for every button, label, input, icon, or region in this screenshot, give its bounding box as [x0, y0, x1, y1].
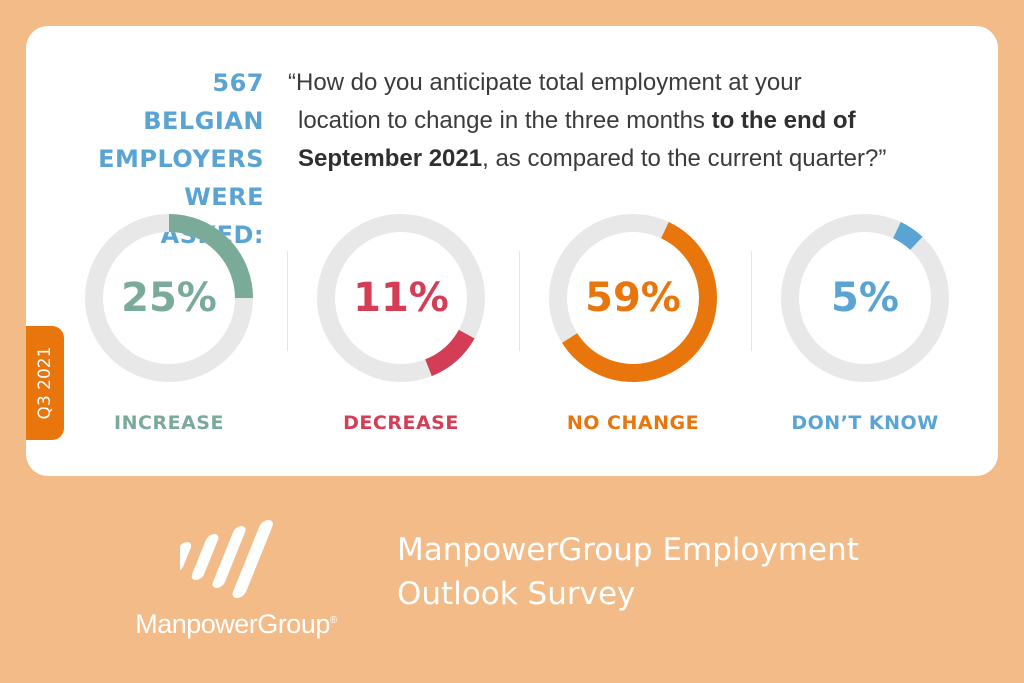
survey-card: 567 BELGIAN EMPLOYERS WERE ASKED: “How d…	[26, 26, 998, 476]
donut-track	[781, 214, 949, 382]
decrease-label: DECREASE	[343, 412, 459, 434]
asked-line-2: EMPLOYERS	[98, 145, 264, 173]
survey-title-line-2: Outlook Survey	[397, 576, 636, 612]
no-change-label: NO CHANGE	[566, 412, 700, 434]
question-line-1: “How do you anticipate total employment …	[288, 69, 802, 96]
quarter-tag: Q3 2021	[26, 326, 64, 440]
asked-line-1: 567 BELGIAN	[143, 69, 264, 135]
decrease-value: 11%	[353, 275, 449, 321]
donut-segment-increase	[85, 214, 253, 382]
manpowergroup-logo-icon	[180, 520, 273, 598]
increase-value: 25%	[121, 275, 217, 321]
survey-title: ManpowerGroup Employment Outlook Survey	[397, 528, 997, 616]
divider	[519, 251, 520, 351]
donut-segment-no-change	[549, 214, 717, 382]
question-line-3: September 2021, as compared to the curre…	[298, 145, 887, 172]
survey-title-line-1: ManpowerGroup Employment	[397, 532, 859, 568]
quarter-tag-label: Q3 2021	[35, 346, 55, 420]
donut-track	[317, 214, 485, 382]
donut-decrease: 11%	[316, 213, 486, 383]
divider	[751, 251, 752, 351]
donut-increase: 25%	[84, 213, 254, 383]
dont-know-value: 5%	[831, 275, 899, 321]
no-change-value: 59%	[585, 275, 681, 321]
divider	[287, 251, 288, 351]
survey-question: “How do you anticipate total employment …	[288, 64, 968, 178]
dont-know-label: DON’T KNOW	[791, 412, 939, 434]
brand-name: ManpowerGroup®	[135, 609, 337, 639]
donut-dont-know: 5%	[780, 213, 950, 383]
question-line-2: location to change in the three months t…	[298, 107, 856, 134]
increase-label: INCREASE	[114, 412, 224, 434]
donut-no-change: 59%	[548, 213, 718, 383]
